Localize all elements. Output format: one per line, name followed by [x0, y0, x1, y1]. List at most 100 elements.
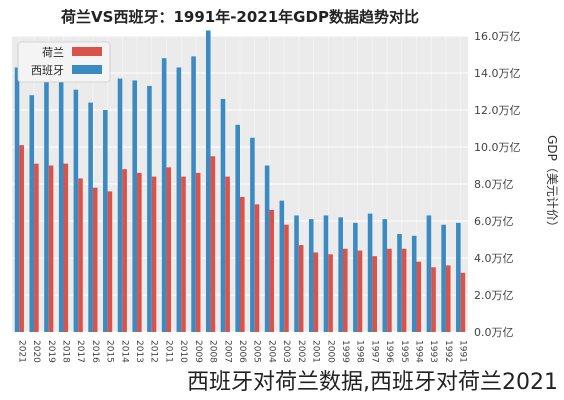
bar-spain: [456, 222, 461, 332]
x-tick-label: 1993: [428, 340, 438, 363]
bar-spain: [338, 217, 343, 332]
bar-netherlands: [254, 204, 260, 332]
bar-spain: [88, 102, 93, 332]
x-tick-label: 2017: [75, 340, 85, 363]
x-tick-label: 2012: [149, 340, 159, 363]
x-tick-label: 1995: [399, 340, 409, 363]
bar-netherlands: [387, 248, 392, 332]
chart-title: 荷兰VS西班牙：1991年-2021年GDP数据趋势对比: [61, 8, 419, 26]
bar-spain: [294, 215, 299, 332]
x-tick-label: 1997: [369, 340, 379, 363]
bar-spain: [250, 137, 255, 332]
bar-netherlands: [313, 252, 319, 332]
x-tick-label: 2001: [311, 340, 321, 363]
bar-spain: [176, 67, 182, 332]
bar-spain: [117, 78, 123, 332]
bar-netherlands: [342, 248, 348, 332]
x-tick-label: 2010: [178, 340, 188, 363]
bar-spain: [14, 67, 20, 332]
bar-netherlands: [328, 254, 333, 332]
x-tick-label: 2021: [16, 340, 26, 363]
x-tick-label: 1999: [340, 340, 350, 363]
bar-netherlands: [431, 267, 436, 332]
bar-spain: [382, 219, 388, 332]
page-caption: 西班牙对荷兰数据,西班牙对荷兰2021: [187, 370, 558, 395]
y-tick-label: 14.0万亿: [474, 67, 521, 80]
x-tick-label: 2007: [222, 340, 232, 363]
labels-layer: 0.0万亿 2.0万亿 4.0万亿 6.0万亿 8.0万亿 10.0万亿 12.0万亿 14.…: [16, 8, 559, 363]
x-tick-label: 2014: [119, 340, 129, 363]
bar-spain: [205, 30, 211, 332]
x-tick-label: 2013: [134, 340, 144, 363]
y-tick-label: 2.0万亿: [474, 289, 514, 302]
gdp-bar-chart: 0.0万亿 2.0万亿 4.0万亿 6.0万亿 8.0万亿 10.0万亿 12.0万亿 14.…: [12, 8, 559, 363]
bar-spain: [161, 58, 167, 332]
bar-spain: [353, 222, 358, 332]
x-tick-label: 1991: [458, 340, 468, 363]
bar-spain: [147, 85, 152, 332]
bar-netherlands: [298, 245, 304, 332]
legend-label: 西班牙: [31, 64, 64, 77]
bars-layer: [14, 30, 466, 333]
bar-spain: [103, 110, 108, 332]
x-tick-label: 2019: [46, 340, 56, 363]
legend-swatch: [72, 65, 102, 74]
x-tick-label: 2006: [237, 340, 247, 363]
bar-spain: [411, 235, 417, 332]
bar-netherlands: [122, 169, 127, 332]
x-tick-label: 2020: [31, 340, 41, 363]
x-tick-label: 2000: [325, 340, 335, 363]
bar-spain: [397, 233, 402, 332]
bar-netherlands: [78, 178, 83, 332]
bar-netherlands: [181, 176, 186, 332]
bar-spain: [58, 69, 64, 333]
x-tick-label: 2018: [60, 340, 70, 363]
bar-spain: [73, 89, 79, 333]
bar-spain: [308, 219, 314, 332]
x-tick-label: 2015: [105, 340, 115, 363]
bar-netherlands: [34, 163, 39, 332]
bar-netherlands: [48, 165, 54, 332]
bar-netherlands: [195, 172, 201, 332]
bar-netherlands: [284, 224, 289, 332]
x-tick-label: 1996: [384, 340, 394, 363]
bar-spain: [441, 224, 446, 332]
x-tick-label: 2002: [296, 340, 306, 363]
bar-netherlands: [240, 196, 245, 332]
bar-spain: [220, 98, 226, 333]
bar-netherlands: [372, 256, 377, 332]
x-tick-label: 2011: [163, 340, 173, 363]
bar-netherlands: [210, 156, 216, 332]
bar-spain: [264, 165, 270, 332]
bar-netherlands: [401, 248, 407, 332]
y-tick-label: 10.0万亿: [474, 141, 521, 154]
y-axis-label: GDP（美元计价）: [545, 135, 559, 233]
bar-spain: [132, 80, 138, 333]
bar-netherlands: [92, 187, 98, 332]
y-tick-label: 0.0万亿: [474, 326, 514, 339]
bar-spain: [426, 215, 432, 332]
bar-netherlands: [166, 167, 172, 332]
bar-netherlands: [416, 261, 422, 332]
bar-netherlands: [269, 209, 275, 332]
y-tick-label: 6.0万亿: [474, 215, 514, 228]
bar-netherlands: [63, 163, 69, 332]
y-tick-label: 4.0万亿: [474, 252, 514, 265]
x-tick-label: 2004: [266, 340, 276, 363]
bar-spain: [44, 74, 49, 332]
y-tick-label: 16.0万亿: [474, 30, 521, 43]
x-tick-label: 2009: [193, 340, 203, 363]
bar-spain: [323, 215, 329, 332]
bar-spain: [191, 56, 196, 332]
bar-spain: [29, 95, 35, 332]
y-tick-label: 12.0万亿: [474, 104, 521, 117]
bar-netherlands: [460, 272, 466, 332]
bar-netherlands: [137, 172, 142, 332]
x-tick-label: 1992: [443, 340, 453, 363]
x-tick-label: 2005: [252, 340, 262, 363]
legend-label: 荷兰: [42, 46, 64, 59]
x-tick-label: 1994: [414, 340, 424, 363]
bar-netherlands: [445, 265, 451, 332]
bar-spain: [367, 213, 373, 332]
